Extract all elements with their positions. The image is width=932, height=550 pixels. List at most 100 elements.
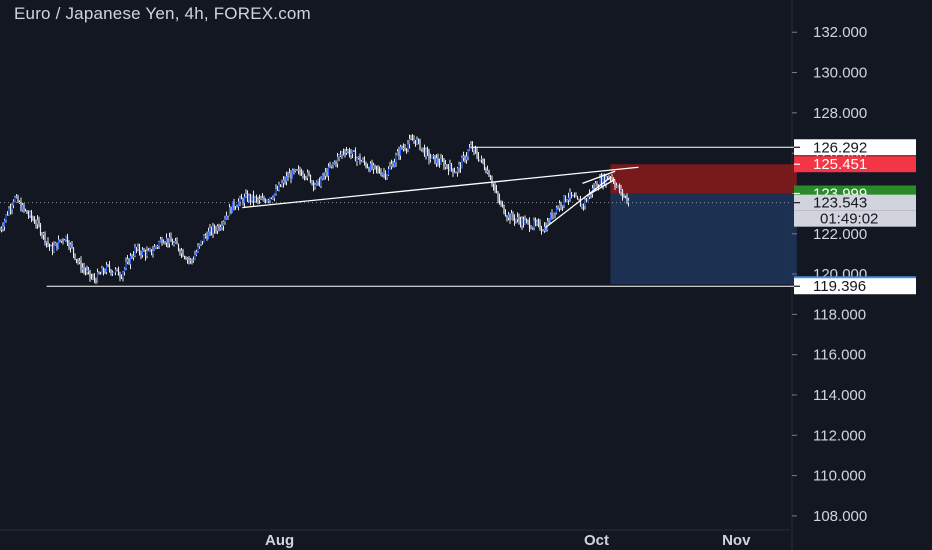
- candle-body: [68, 243, 70, 248]
- candle-body: [380, 172, 382, 176]
- candle-body: [287, 176, 289, 178]
- candle-body: [261, 198, 264, 200]
- price-axis-label: 122.000: [813, 226, 867, 243]
- candle-body: [345, 151, 348, 153]
- candle-body: [371, 163, 373, 169]
- candle-body: [263, 198, 265, 201]
- candle-body: [414, 139, 417, 144]
- candle-body: [219, 227, 222, 230]
- candle-body: [195, 251, 198, 255]
- candle-body: [527, 220, 529, 222]
- wedge-lower-line[interactable]: [544, 176, 611, 229]
- candle-body: [431, 155, 433, 159]
- candle-body: [35, 223, 37, 225]
- price-tag-red[interactable]: [794, 156, 916, 173]
- candle-body: [224, 219, 226, 222]
- candle-body: [207, 231, 210, 239]
- candle-body: [143, 249, 145, 252]
- candle-body: [305, 177, 307, 179]
- candle-body: [204, 235, 207, 237]
- candle-body: [296, 169, 298, 171]
- candle-body: [326, 171, 328, 176]
- time-axis-label: Nov: [722, 532, 751, 549]
- candle-body: [264, 200, 267, 203]
- candle-body: [575, 196, 577, 198]
- take-profit-zone[interactable]: [610, 193, 797, 285]
- candle-body: [161, 239, 163, 244]
- candle-body: [240, 197, 243, 200]
- candle-body: [36, 219, 39, 225]
- price-tag-white[interactable]: [794, 139, 916, 156]
- candle-body: [381, 173, 384, 176]
- candle-body: [465, 156, 468, 161]
- candle-body: [353, 150, 355, 152]
- rising-trendline[interactable]: [242, 166, 639, 209]
- candle-body: [200, 241, 202, 245]
- candle-body: [530, 228, 532, 230]
- candle-body: [458, 164, 460, 169]
- candle-body: [548, 220, 550, 223]
- candle-body: [375, 166, 378, 169]
- candle-body: [233, 201, 235, 208]
- candle-body: [585, 199, 588, 201]
- candle-body: [534, 220, 537, 224]
- candle-body: [279, 184, 282, 187]
- candle-body: [552, 212, 555, 218]
- stop-loss-zone[interactable]: [610, 164, 797, 194]
- candle-body: [132, 255, 135, 258]
- candle-body: [60, 239, 63, 242]
- candle-body: [281, 183, 283, 187]
- candle-body: [182, 250, 184, 257]
- candle-body: [114, 269, 117, 273]
- price-tag-grey[interactable]: [794, 194, 916, 211]
- candle-body: [285, 176, 288, 182]
- candle-body: [468, 147, 471, 151]
- candle-body: [618, 185, 621, 192]
- candle-body: [398, 151, 400, 156]
- candle-body: [158, 241, 160, 246]
- candle-body: [356, 158, 358, 162]
- candle-body: [378, 169, 381, 173]
- candle-body: [558, 203, 561, 209]
- candle-body: [95, 279, 97, 282]
- candle-body: [6, 214, 9, 216]
- candle-body: [312, 181, 315, 187]
- countdown-tag: [794, 210, 916, 227]
- candle-body: [383, 172, 385, 174]
- candle-body: [134, 247, 136, 256]
- candle-body: [209, 227, 211, 232]
- candle-body: [522, 218, 525, 225]
- candle-body: [87, 270, 90, 272]
- candle-body: [483, 162, 486, 169]
- wedge-cross-line[interactable]: [586, 178, 616, 197]
- candle-body: [386, 175, 388, 178]
- price-axis-label: 128.000: [813, 105, 867, 122]
- candle-body: [165, 238, 168, 243]
- candle-body: [137, 246, 139, 250]
- candle-body: [129, 255, 132, 265]
- candle-body: [614, 183, 616, 187]
- wedge-upper-line[interactable]: [582, 170, 616, 184]
- candle-body: [459, 164, 462, 169]
- candle-body: [320, 179, 322, 186]
- candle-body: [197, 246, 199, 252]
- candle-body: [294, 169, 297, 172]
- candle-body: [48, 244, 51, 247]
- candle-body: [105, 264, 108, 273]
- candle-body: [336, 156, 339, 164]
- candle-body: [243, 196, 246, 204]
- price-tag-white[interactable]: [794, 278, 916, 295]
- candle-body: [423, 147, 426, 156]
- candle-body: [393, 162, 396, 167]
- candle-body: [189, 259, 192, 261]
- candle-body: [462, 156, 465, 158]
- candle-body: [489, 176, 492, 180]
- candle-body: [101, 268, 103, 274]
- countdown-label: 01:49:02: [820, 211, 878, 228]
- candle-body: [147, 250, 150, 252]
- candle-body: [239, 197, 241, 202]
- candle-body: [248, 195, 250, 201]
- candle-body: [246, 193, 249, 201]
